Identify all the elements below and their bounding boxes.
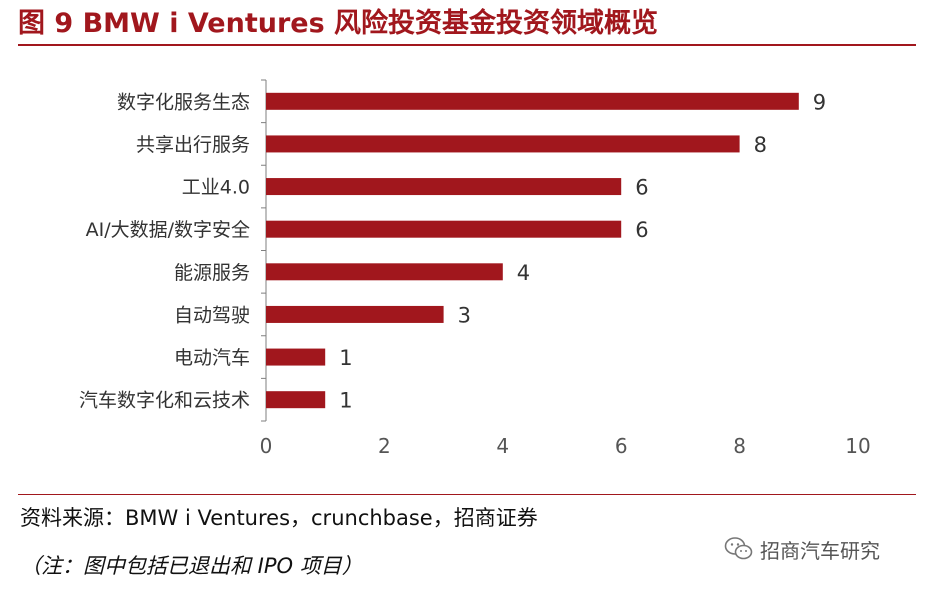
data-label: 1	[339, 346, 352, 370]
category-label: 共享出行服务	[136, 134, 250, 156]
x-tick-label: 4	[496, 434, 509, 458]
category-label: 电动汽车	[174, 347, 250, 369]
x-tick-label: 6	[615, 434, 628, 458]
bar	[266, 178, 622, 196]
wechat-icon	[724, 537, 753, 560]
bar-chart: 数字化服务生态 9 共享出行服务 8 工业4.0 6 AI/大数据/数字安全 6 能源服务 4 自动…	[79, 79, 871, 458]
data-label: 8	[754, 133, 767, 157]
title-rule	[18, 44, 916, 46]
data-label: 6	[635, 176, 648, 200]
bar	[266, 263, 503, 281]
bar	[266, 391, 326, 409]
data-label: 3	[458, 303, 471, 327]
category-label: 自动驾驶	[174, 304, 250, 326]
x-tick-label: 8	[733, 434, 746, 458]
bar	[266, 220, 622, 238]
category-label: 能源服务	[174, 262, 250, 284]
bar	[266, 348, 326, 366]
data-label: 4	[517, 261, 530, 285]
x-tick-label: 10	[845, 434, 870, 458]
x-tick-label: 0	[260, 434, 273, 458]
category-label: 数字化服务生态	[117, 91, 250, 113]
bar	[266, 305, 444, 323]
data-label: 1	[339, 389, 352, 413]
data-label: 9	[813, 90, 826, 114]
bar	[266, 135, 740, 153]
source-note: 资料来源：BMW i Ventures，crunchbase，招商证券	[20, 506, 538, 530]
x-tick-label: 2	[378, 434, 391, 458]
footnote: （注：图中包括已退出和 IPO 项目）	[20, 554, 363, 578]
watermark: 招商汽车研究	[724, 532, 880, 566]
category-label: 工业4.0	[182, 177, 250, 199]
category-label: AI/大数据/数字安全	[86, 219, 250, 241]
category-label: 汽车数字化和云技术	[79, 390, 250, 412]
figure-title: 图 9 BMW i Ventures 风险投资基金投资领域概览	[18, 8, 659, 39]
bar	[266, 92, 799, 110]
watermark-text: 招商汽车研究	[760, 538, 880, 563]
footer-rule	[18, 494, 916, 495]
data-label: 6	[635, 218, 648, 242]
